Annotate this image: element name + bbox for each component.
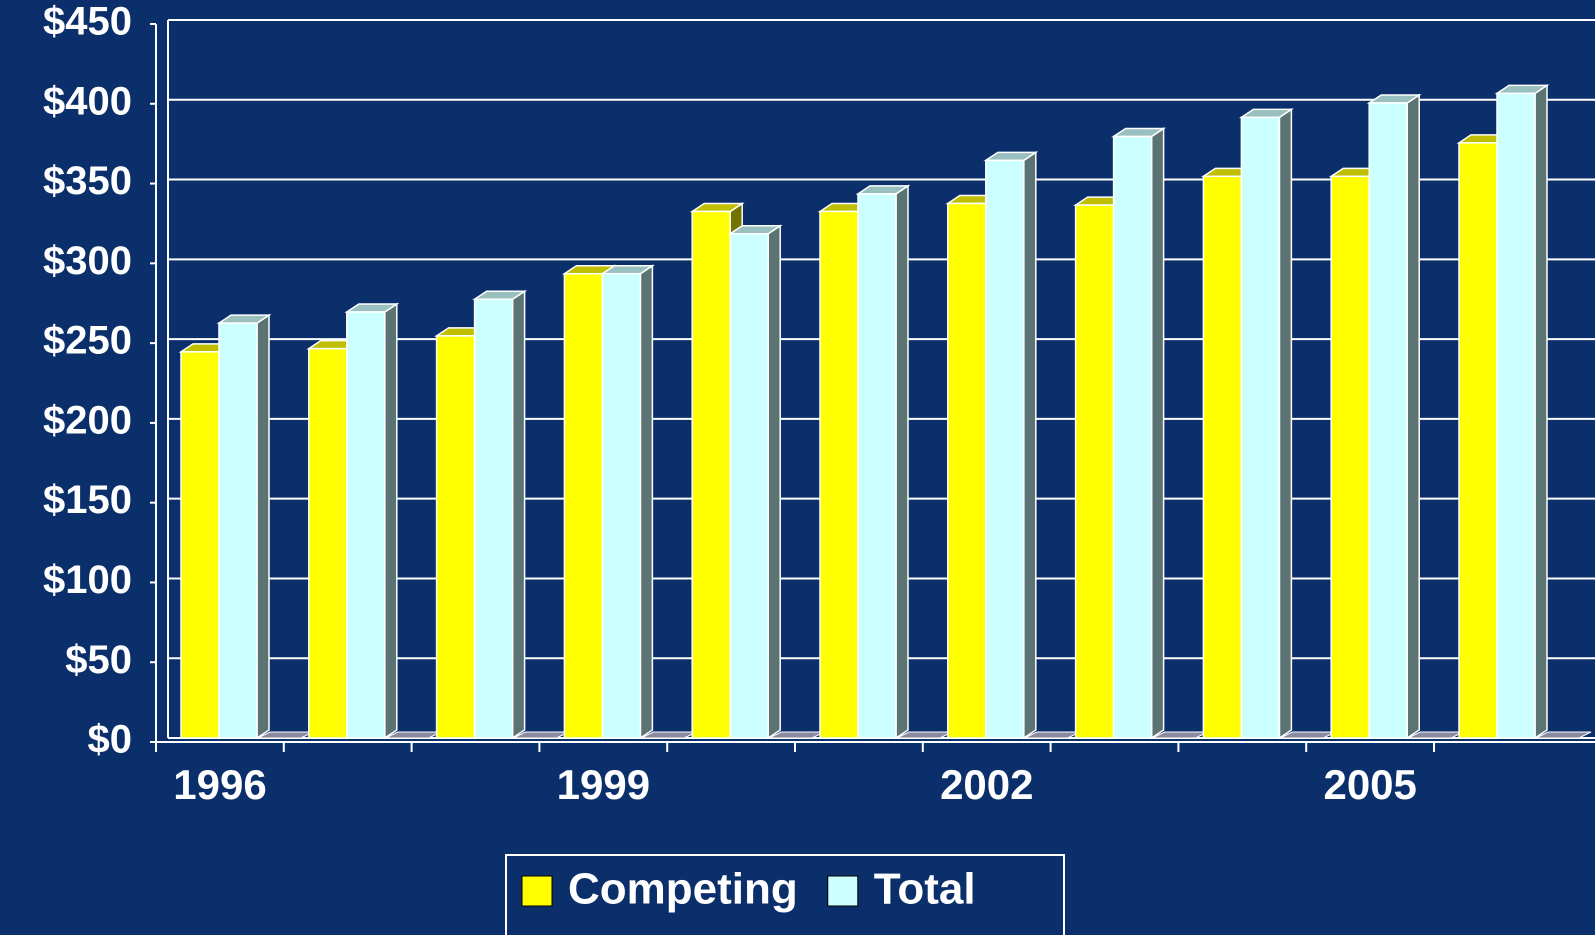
y-tick-label: $100 (43, 558, 132, 602)
bar (1240, 116, 1281, 739)
legend-label: Competing (568, 865, 798, 914)
x-tick-label: 1999 (557, 761, 650, 808)
bar-side (1278, 107, 1293, 740)
bar-side (895, 184, 909, 740)
bar (435, 335, 476, 739)
bar (1202, 175, 1243, 739)
legend-swatch (827, 875, 859, 907)
y-tick-label: $350 (43, 159, 132, 203)
bar (985, 159, 1025, 739)
y-tick-label: $250 (43, 319, 132, 363)
y-tick-label: $300 (43, 239, 132, 283)
bar (601, 272, 642, 739)
bar (947, 202, 987, 739)
y-tick-label: $150 (43, 478, 132, 522)
bar (1112, 135, 1153, 739)
bar-side (256, 313, 270, 740)
bar (729, 233, 769, 739)
bar-side (1534, 83, 1548, 740)
bar (1458, 142, 1498, 739)
y-tick-label: $200 (43, 398, 132, 442)
bar (819, 210, 859, 739)
legend-box (505, 854, 1065, 935)
x-tick-label: 1996 (173, 761, 266, 808)
bar (857, 193, 897, 739)
bar-side (639, 264, 654, 740)
y-tick-label: $50 (65, 638, 132, 682)
x-tick-label: 2002 (940, 761, 1033, 808)
y-tick-label: $400 (43, 79, 132, 123)
bar (563, 272, 604, 739)
bar-side (1023, 151, 1037, 740)
bar-side (767, 224, 781, 740)
bar (1074, 204, 1115, 739)
bar-side (1406, 93, 1420, 740)
bar (473, 298, 514, 739)
bar (346, 311, 386, 739)
bar (218, 322, 258, 739)
bar (180, 351, 220, 739)
legend-swatch (521, 875, 553, 907)
floor-gap (1535, 731, 1592, 739)
bar (308, 347, 348, 739)
bar-side (1150, 127, 1165, 740)
bar-side (511, 289, 526, 740)
bar-side (384, 302, 398, 740)
bar (1496, 92, 1536, 739)
x-tick-label: 2005 (1323, 761, 1416, 808)
bar (1368, 102, 1408, 739)
y-tick-label: $450 (43, 0, 132, 44)
y-tick-label: $0 (88, 718, 133, 762)
bar (1330, 175, 1370, 739)
legend-label: Total (874, 865, 976, 914)
bar (691, 210, 731, 739)
